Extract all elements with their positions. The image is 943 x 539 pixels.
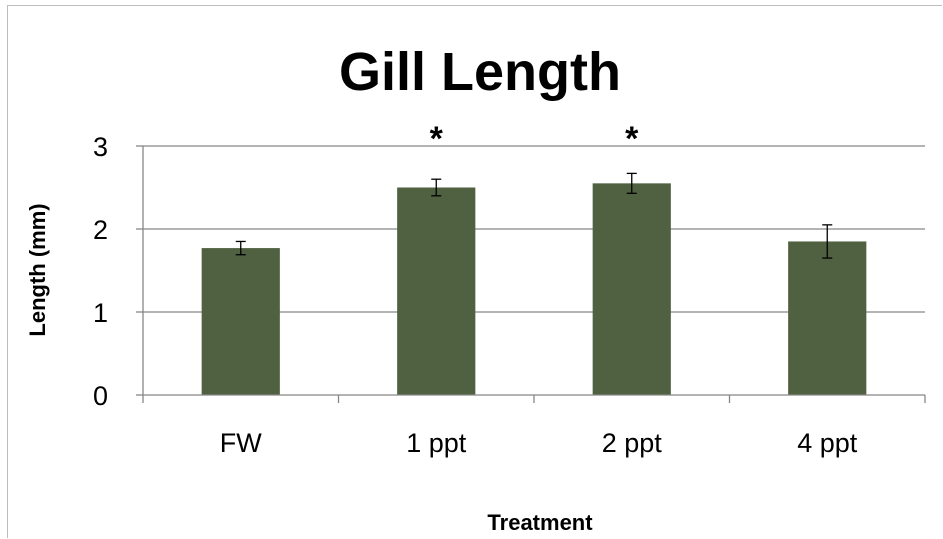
significance-marker: * (430, 120, 444, 158)
chart-title: Gill Length (339, 42, 621, 102)
y-tick-label: 0 (93, 381, 108, 411)
x-tick-label: FW (220, 428, 262, 458)
y-axis-title: Length (mm) (25, 203, 50, 336)
bar (788, 241, 866, 395)
x-tick-label: 2 ppt (602, 428, 663, 458)
bar (593, 183, 671, 395)
bar (202, 248, 280, 395)
significance-marker: * (625, 120, 639, 158)
x-axis-title: Treatment (487, 510, 593, 535)
x-tick-label: 1 ppt (406, 428, 467, 458)
x-tick-label: 4 ppt (797, 428, 858, 458)
bar (397, 188, 475, 396)
y-tick-label: 1 (93, 298, 108, 328)
y-tick-label: 3 (93, 132, 108, 162)
y-tick-label: 2 (93, 215, 108, 245)
bars (202, 173, 867, 395)
